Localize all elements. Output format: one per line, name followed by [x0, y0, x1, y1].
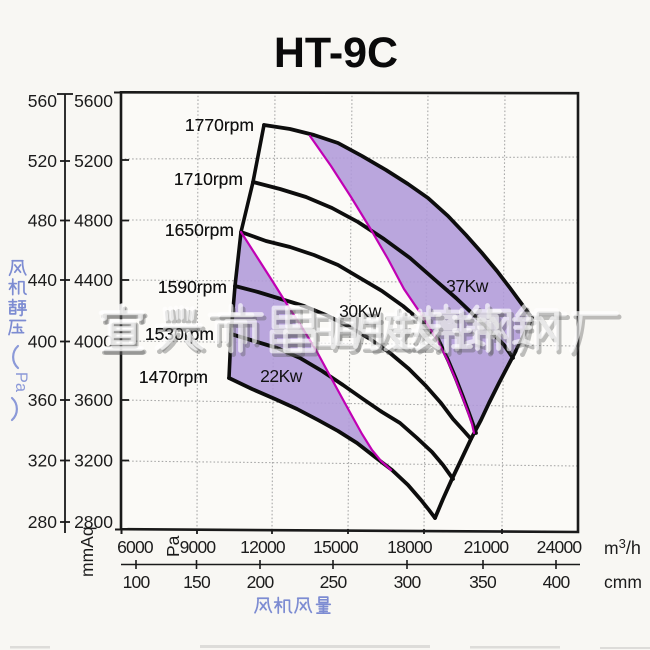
svg-text:Pa: Pa — [163, 535, 183, 557]
svg-text:1650rpm: 1650rpm — [165, 220, 234, 240]
svg-text:1590rpm: 1590rpm — [158, 277, 227, 297]
svg-text:1770rpm: 1770rpm — [185, 115, 254, 135]
svg-text:12000: 12000 — [240, 537, 286, 557]
svg-text:1770rpm: 1770rpm — [185, 115, 254, 135]
svg-text:480: 480 — [28, 211, 57, 231]
svg-text:400: 400 — [543, 572, 571, 592]
svg-text:37Kw: 37Kw — [446, 276, 489, 296]
svg-text:360: 360 — [28, 390, 57, 410]
svg-text:21000: 21000 — [464, 537, 510, 557]
svg-text:HT-9C: HT-9C — [274, 29, 398, 77]
svg-text:4800: 4800 — [74, 211, 113, 231]
svg-text:18000: 18000 — [387, 537, 433, 557]
svg-text:5600: 5600 — [74, 91, 113, 111]
svg-text:400: 400 — [28, 332, 57, 352]
svg-text:15000: 15000 — [313, 537, 359, 557]
svg-text:2800: 2800 — [74, 512, 113, 532]
svg-text:4400: 4400 — [74, 270, 113, 290]
svg-text:mmAq: mmAq — [77, 526, 97, 577]
svg-text:350: 350 — [469, 572, 497, 592]
svg-text:320: 320 — [28, 451, 57, 471]
svg-text:150: 150 — [183, 572, 211, 592]
svg-text:cmm: cmm — [604, 572, 642, 592]
svg-text:5200: 5200 — [74, 151, 113, 171]
svg-text:100: 100 — [123, 572, 151, 592]
svg-text:30Kw: 30Kw — [339, 301, 382, 321]
svg-text:m3/h: m3/h — [604, 536, 641, 558]
svg-text:1650rpm: 1650rpm — [165, 220, 234, 240]
svg-text:9000: 9000 — [180, 537, 217, 557]
svg-text:Pa: Pa — [12, 372, 30, 393]
svg-text:3600: 3600 — [74, 390, 113, 410]
svg-text:440: 440 — [28, 270, 57, 290]
svg-text:1470rpm: 1470rpm — [139, 367, 208, 387]
svg-text:280: 280 — [28, 512, 57, 532]
svg-text:560: 560 — [28, 91, 57, 111]
svg-text:1710rpm: 1710rpm — [174, 169, 243, 189]
svg-text:520: 520 — [28, 151, 57, 171]
svg-text:1590rpm: 1590rpm — [158, 277, 227, 297]
svg-text:250: 250 — [320, 572, 348, 592]
svg-text:1710rpm: 1710rpm — [174, 169, 243, 189]
svg-text:200: 200 — [247, 572, 275, 592]
svg-text:22Kw: 22Kw — [260, 366, 303, 386]
svg-text:300: 300 — [394, 572, 422, 592]
svg-text:1470rpm: 1470rpm — [139, 367, 208, 387]
svg-text:6000: 6000 — [117, 537, 154, 557]
svg-text:24000: 24000 — [537, 537, 583, 557]
svg-text:3200: 3200 — [74, 451, 113, 471]
